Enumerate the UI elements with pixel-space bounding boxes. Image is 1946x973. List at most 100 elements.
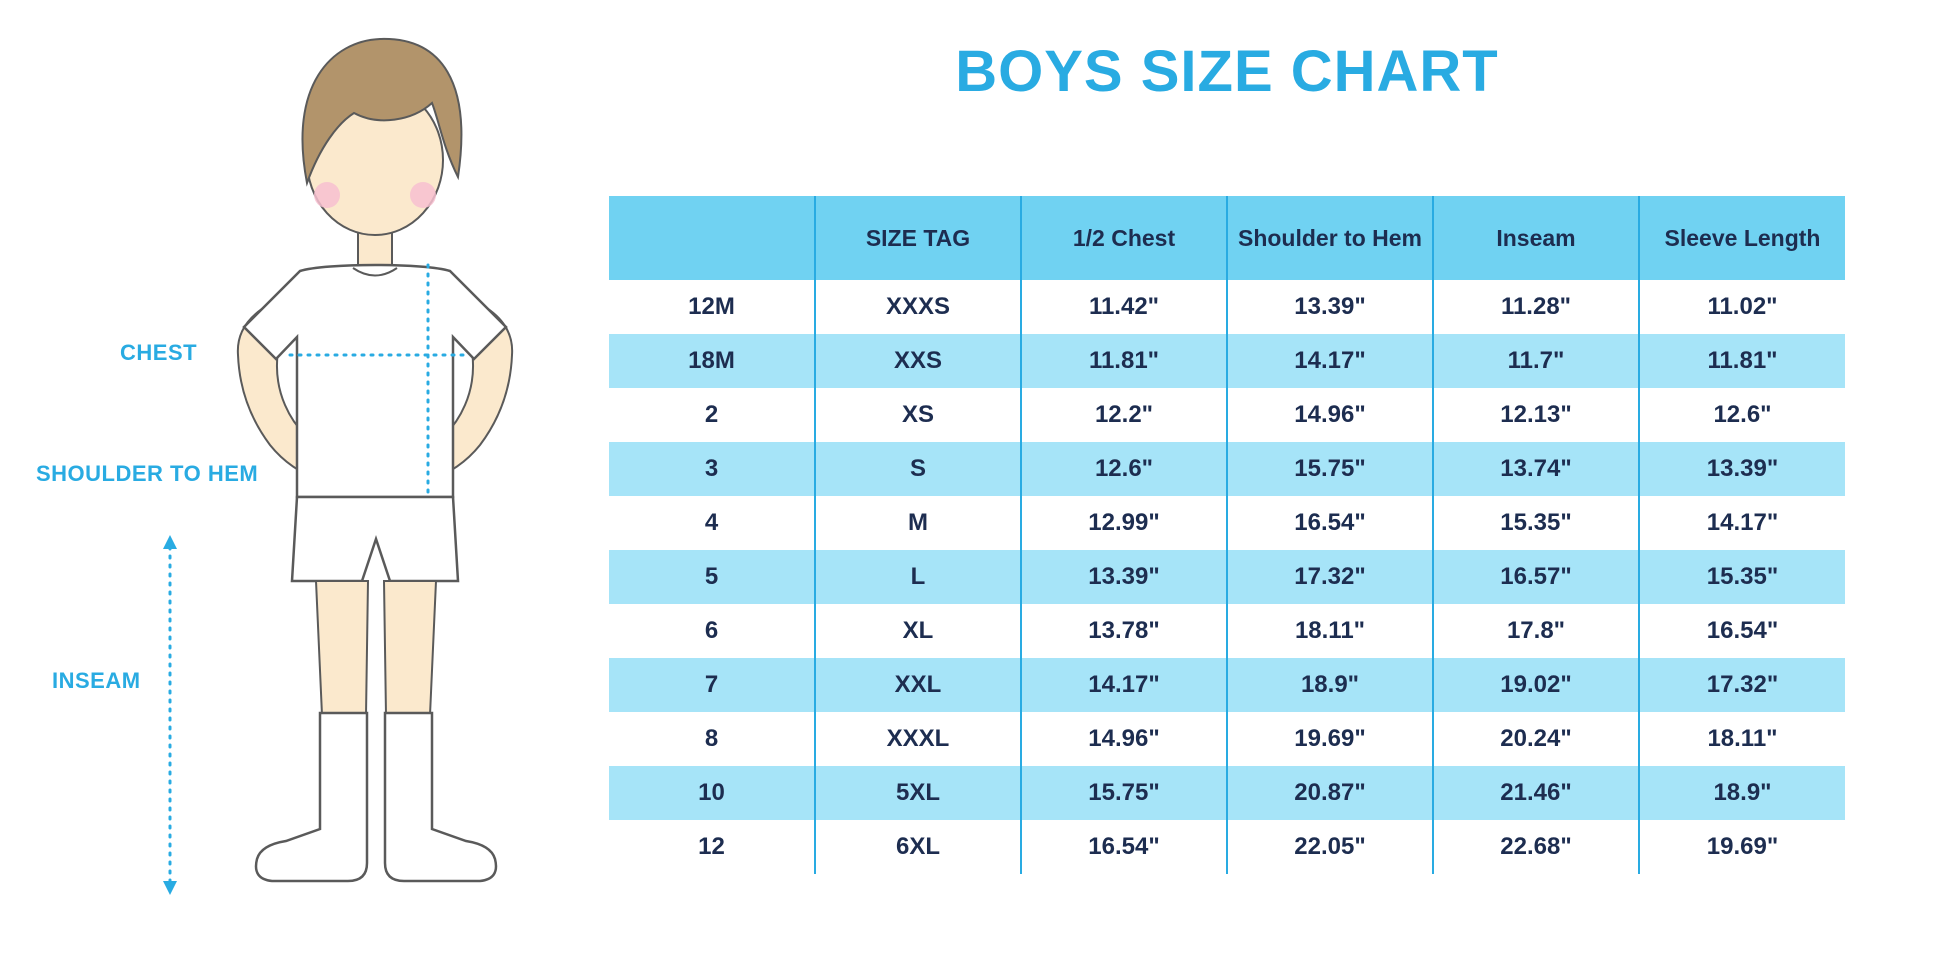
table-cell: 15.75" — [1226, 442, 1433, 496]
table-cell: 7 — [704, 671, 719, 698]
column-header: Shoulder to Hem — [1226, 196, 1433, 280]
table-cell: 12 — [698, 833, 725, 860]
table-cell: 14.17" — [1020, 658, 1227, 712]
right-blush — [410, 182, 436, 208]
inseam-arrow-bottom — [163, 881, 177, 895]
table-row: 8 XXXL 14.96" 19.69" 20.24" 18.11" — [609, 712, 1845, 766]
label-inseam: INSEAM — [52, 668, 141, 693]
table-cell: 11.28" — [1432, 280, 1639, 334]
table-cell: 10 — [698, 779, 725, 806]
column-header: 1/2 Chest — [1020, 196, 1227, 280]
left-sock — [254, 711, 369, 883]
table-cell: 21.46" — [1432, 766, 1639, 820]
table-cell: 16.54" — [1638, 604, 1845, 658]
size-table-head-row: SIZE TAG 1/2 Chest Shoulder to Hem Inseam Sl… — [609, 196, 1845, 280]
size-table-container: SIZE TAG 1/2 Chest Shoulder to Hem Inseam Sl… — [609, 196, 1845, 874]
table-cell: 11.81" — [1020, 334, 1227, 388]
table-cell: 20.87" — [1226, 766, 1433, 820]
table-cell: 18M — [688, 347, 735, 374]
table-cell: 2 — [704, 401, 719, 428]
table-cell: 15.35" — [1638, 550, 1845, 604]
t-shirt — [242, 263, 508, 499]
table-cell: M — [814, 496, 1021, 550]
table-cell: 14.17" — [1226, 334, 1433, 388]
boy-illustration — [163, 37, 514, 895]
table-cell: 13.74" — [1432, 442, 1639, 496]
table-row: 6 XL 13.78" 18.11" 17.8" 16.54" — [609, 604, 1845, 658]
page-title: BOYS SIZE CHART — [955, 39, 1499, 104]
table-cell: 12.99" — [1020, 496, 1227, 550]
table-cell: XXS — [814, 334, 1021, 388]
table-row: 7 XXL 14.17" 18.9" 19.02" 17.32" — [609, 658, 1845, 712]
table-row: 2 XS 12.2" 14.96" 12.13" 12.6" — [609, 388, 1845, 442]
column-header: Sleeve Length — [1638, 196, 1845, 280]
table-cell: 12.13" — [1432, 388, 1639, 442]
table-cell: XL — [814, 604, 1021, 658]
table-row: 4 M 12.99" 16.54" 15.35" 14.17" — [609, 496, 1845, 550]
column-header: Inseam — [1432, 196, 1639, 280]
table-cell: XXXL — [814, 712, 1021, 766]
right-sock — [383, 711, 498, 883]
table-row: 18M XXS 11.81" 14.17" 11.7" 11.81" — [609, 334, 1845, 388]
table-cell: 5 — [704, 563, 719, 590]
table-cell: 11.7" — [1432, 334, 1639, 388]
table-cell: 14.96" — [1226, 388, 1433, 442]
collar — [352, 267, 398, 277]
table-row: 3 S 12.6" 15.75" 13.74" 13.39" — [609, 442, 1845, 496]
table-cell: 11.42" — [1020, 280, 1227, 334]
table-cell: 6 — [704, 617, 719, 644]
table-cell: 12.2" — [1020, 388, 1227, 442]
table-cell: 13.39" — [1226, 280, 1433, 334]
table-cell: 15.75" — [1020, 766, 1227, 820]
table-cell: 16.54" — [1226, 496, 1433, 550]
table-cell: 4 — [704, 509, 719, 536]
table-cell: 13.39" — [1638, 442, 1845, 496]
table-cell: 22.05" — [1226, 820, 1433, 874]
right-leg — [382, 580, 438, 716]
table-cell: 18.11" — [1638, 712, 1845, 766]
table-cell: 11.81" — [1638, 334, 1845, 388]
table-cell: 5XL — [814, 766, 1021, 820]
table-cell: 16.57" — [1432, 550, 1639, 604]
table-row: 12 6XL 16.54" 22.05" 22.68" 19.69" — [609, 820, 1845, 874]
table-cell: 17.8" — [1432, 604, 1639, 658]
column-header: SIZE TAG — [814, 196, 1021, 280]
table-cell: 12M — [688, 293, 735, 320]
table-cell: XXL — [814, 658, 1021, 712]
table-row: 5 L 13.39" 17.32" 16.57" 15.35" — [609, 550, 1845, 604]
table-cell: L — [814, 550, 1021, 604]
table-cell: 8 — [704, 725, 719, 752]
table-cell: 12.6" — [1638, 388, 1845, 442]
table-cell: 19.69" — [1638, 820, 1845, 874]
table-cell: 3 — [704, 455, 719, 482]
table-cell: 18.9" — [1226, 658, 1433, 712]
table-cell: XS — [814, 388, 1021, 442]
label-chest: CHEST — [120, 340, 198, 365]
left-blush — [314, 182, 340, 208]
table-cell: 14.96" — [1020, 712, 1227, 766]
table-cell: S — [814, 442, 1021, 496]
table-cell: 17.32" — [1638, 658, 1845, 712]
table-cell: 13.78" — [1020, 604, 1227, 658]
table-cell: 6XL — [814, 820, 1021, 874]
table-row: 12M XXXS 11.42" 13.39" 11.28" 11.02" — [609, 280, 1845, 334]
shorts — [290, 495, 460, 583]
size-table-body: 12M XXXS 11.42" 13.39" 11.28" 11.02" 18M XXS 11.… — [609, 280, 1845, 874]
left-leg — [314, 580, 370, 716]
table-cell: 14.17" — [1638, 496, 1845, 550]
hair — [301, 37, 463, 187]
table-cell: 20.24" — [1432, 712, 1639, 766]
label-shoulder-to-hem: SHOULDER TO HEM — [36, 461, 259, 486]
table-cell: 22.68" — [1432, 820, 1639, 874]
size-table: SIZE TAG 1/2 Chest Shoulder to Hem Inseam Sl… — [609, 196, 1845, 874]
table-cell: 11.02" — [1638, 280, 1845, 334]
inseam-arrow-top — [163, 535, 177, 549]
table-cell: 18.11" — [1226, 604, 1433, 658]
table-cell: 12.6" — [1020, 442, 1227, 496]
table-cell: 18.9" — [1638, 766, 1845, 820]
table-cell: 19.69" — [1226, 712, 1433, 766]
table-cell: 15.35" — [1432, 496, 1639, 550]
table-cell: 19.02" — [1432, 658, 1639, 712]
table-cell: 16.54" — [1020, 820, 1227, 874]
